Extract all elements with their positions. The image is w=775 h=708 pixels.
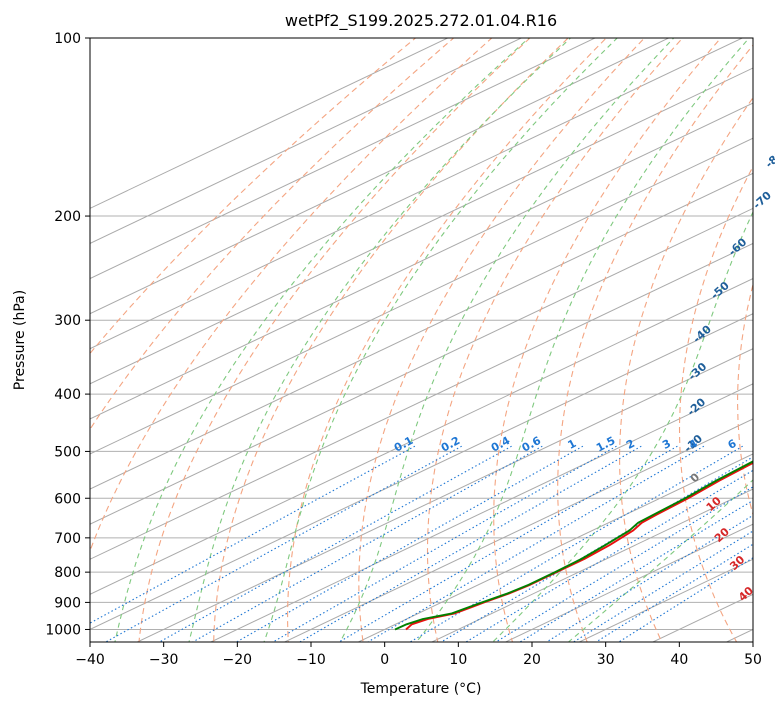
- moist-adiabat-line: [492, 210, 753, 642]
- mixing-ratio-line: [337, 445, 678, 642]
- mixing-ratio-line: [298, 445, 642, 642]
- moist-adiabat-line: [339, 38, 675, 642]
- plot-area: -100-90-80-70-60-50-40-30-20-10010203040…: [89, 37, 775, 643]
- mixing-ratio-line: [518, 499, 753, 642]
- dry-adiabat-line: [358, 38, 646, 642]
- y-tick-label: 800: [54, 565, 81, 581]
- dry-adiabat-line: [90, 38, 493, 553]
- isotherm-line: [357, 453, 753, 642]
- plot-frame: [89, 37, 754, 643]
- isotherm-line: [504, 523, 753, 642]
- y-axis-label: Pressure (hPa): [12, 290, 28, 390]
- mixing-ratio-line: [494, 486, 753, 642]
- moist-adiabat-line: [567, 479, 753, 642]
- x-tick-label: 50: [744, 652, 762, 668]
- x-tick-label: −30: [149, 652, 179, 668]
- dry-adiabat-line: [678, 165, 753, 642]
- isotherm-line: [90, 277, 753, 595]
- y-tick-label: 200: [54, 209, 81, 225]
- moist-adiabat-line: [263, 38, 618, 642]
- mixing-ratio-line: [158, 445, 512, 642]
- x-tick-label: −10: [296, 652, 326, 668]
- y-tick-label: 700: [54, 531, 81, 547]
- x-tick-label: 30: [597, 652, 615, 668]
- x-tick-label: −40: [75, 652, 105, 668]
- x-tick-label: −20: [223, 652, 253, 668]
- y-tick-label: 100: [54, 31, 81, 47]
- isotherm-line: [90, 38, 670, 315]
- mixing-ratio-line: [545, 514, 753, 642]
- x-tick-label: 40: [670, 652, 688, 668]
- mixing-ratio-line: [90, 445, 416, 624]
- axes: −40 −30 −20 −10 0 10 20 30 40 50 100 200 300 400 500 60…: [45, 31, 762, 668]
- mixing-ratio-line: [104, 445, 462, 642]
- isotherm-line: [283, 418, 753, 642]
- dry-adiabat-line: [426, 38, 684, 642]
- dewpoint-profile-line: [394, 460, 753, 631]
- mixing-ratio-line: [191, 445, 543, 642]
- dry-adiabat-line: [619, 96, 753, 642]
- y-tick-label: 400: [54, 387, 81, 403]
- dry-adiabat-line: [287, 38, 608, 642]
- x-tick-label: 10: [449, 652, 467, 668]
- profiles: [394, 460, 753, 631]
- x-axis-label: Temperature (°C): [360, 681, 482, 697]
- mixing-ratio-line: [409, 445, 743, 642]
- moist-adiabat-line: [415, 38, 750, 642]
- background-lines: [90, 38, 753, 642]
- dry-adiabat-line: [90, 38, 417, 355]
- y-tick-label: 900: [54, 595, 81, 611]
- isotherm-line: [209, 383, 753, 642]
- mixing-ratio-line: [235, 445, 584, 642]
- mixing-ratio-line: [366, 445, 705, 642]
- chart-title: wetPf2_S199.2025.272.01.04.R16: [285, 11, 557, 31]
- x-tick-label: 0: [380, 652, 389, 668]
- y-tick-label: 500: [54, 444, 81, 460]
- moist-adiabat-line: [114, 38, 530, 642]
- isotherm-line: [90, 38, 744, 350]
- isotherm-line: [90, 38, 597, 280]
- isotherm-line: [136, 348, 753, 642]
- mixing-ratio-line: [595, 543, 753, 642]
- isotherm-line: [90, 242, 753, 560]
- isotherm-line: [430, 488, 753, 642]
- isotherm-line: [90, 38, 523, 244]
- isotherm-line: [90, 67, 753, 385]
- dry-adiabat-line: [90, 38, 455, 431]
- dry-adiabat-line: [138, 38, 531, 642]
- isotherm-line: [90, 102, 753, 420]
- y-tick-label: 600: [54, 491, 81, 507]
- x-tick-label: 20: [523, 652, 541, 668]
- isotherm-line: [90, 207, 753, 525]
- isotherm-line: [90, 38, 449, 209]
- y-tick-label: 1000: [45, 622, 81, 638]
- isotherm-line: [90, 137, 753, 455]
- y-tick-label: 300: [54, 313, 81, 329]
- moist-adiabat-line: [188, 38, 571, 642]
- isotherm-line: [90, 313, 753, 630]
- isotherm-line: [90, 172, 753, 490]
